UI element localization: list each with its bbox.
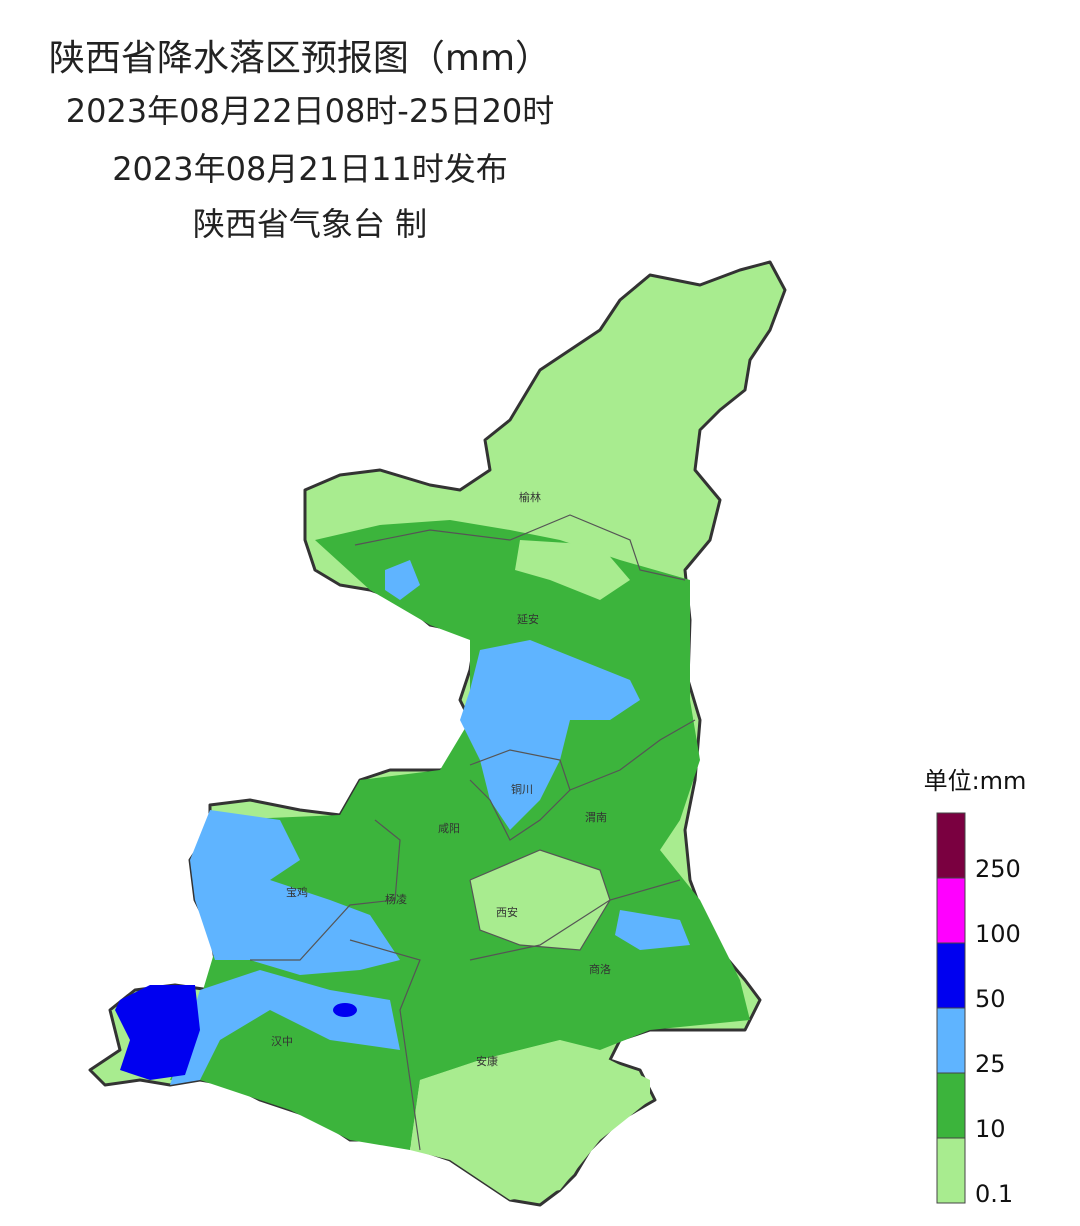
rain-light-area [470, 850, 610, 950]
rain-25-50-area [385, 560, 420, 600]
city-label: 榆林 [519, 490, 541, 504]
rain-50-100-area [333, 1003, 357, 1017]
city-label: 安康 [476, 1054, 498, 1068]
city-label: 商洛 [589, 962, 611, 976]
city-label: 渭南 [585, 811, 607, 824]
rain-light-area [410, 1040, 650, 1200]
rain-25-50-area [190, 810, 400, 975]
city-label: 咸阳 [438, 822, 460, 835]
rain-25-50-area [460, 640, 640, 830]
city-label: 延安 [517, 612, 539, 626]
period: 2023年08月22日08时-25日20时 [66, 92, 555, 130]
legend-swatch [936, 812, 966, 879]
title: 陕西省降水落区预报图（mm） [49, 38, 551, 79]
legend: 单位:mm 0.1 10 25 50 100 250 [924, 767, 1027, 1208]
rain-50-100-area [115, 985, 200, 1080]
legend-label: 50 [975, 985, 1006, 1013]
city-label: 铜川 [511, 782, 533, 796]
rain-light-area [515, 540, 630, 600]
legend-swatch [936, 1137, 966, 1204]
legend-label: 10 [975, 1115, 1006, 1143]
legend-label: 0.1 [975, 1180, 1013, 1208]
issued: 2023年08月21日11时发布 [112, 150, 508, 188]
province-map: 榆林 延安 铜川 渭南 咸阳 宝鸡 杨凌 西安 商洛 汉中 安康 [88, 260, 787, 1207]
city-label: 汉中 [271, 1035, 293, 1048]
city-label: 西安 [496, 905, 518, 919]
legend-swatch [936, 1007, 966, 1074]
legend-label: 25 [975, 1050, 1006, 1078]
rain-25-50-area [170, 970, 400, 1085]
legend-swatch [936, 942, 966, 1009]
legend-swatch [936, 877, 966, 944]
city-borders [250, 514, 696, 1151]
legend-label: 100 [975, 920, 1021, 948]
legend-label: 250 [975, 855, 1021, 883]
rain-25-50-area [615, 910, 690, 950]
city-label: 宝鸡 [286, 885, 308, 899]
producer: 陕西省气象台 制 [193, 205, 427, 243]
city-label: 杨凌 [385, 892, 407, 906]
legend-swatch [936, 1072, 966, 1139]
legend-unit: 单位:mm [924, 767, 1027, 795]
